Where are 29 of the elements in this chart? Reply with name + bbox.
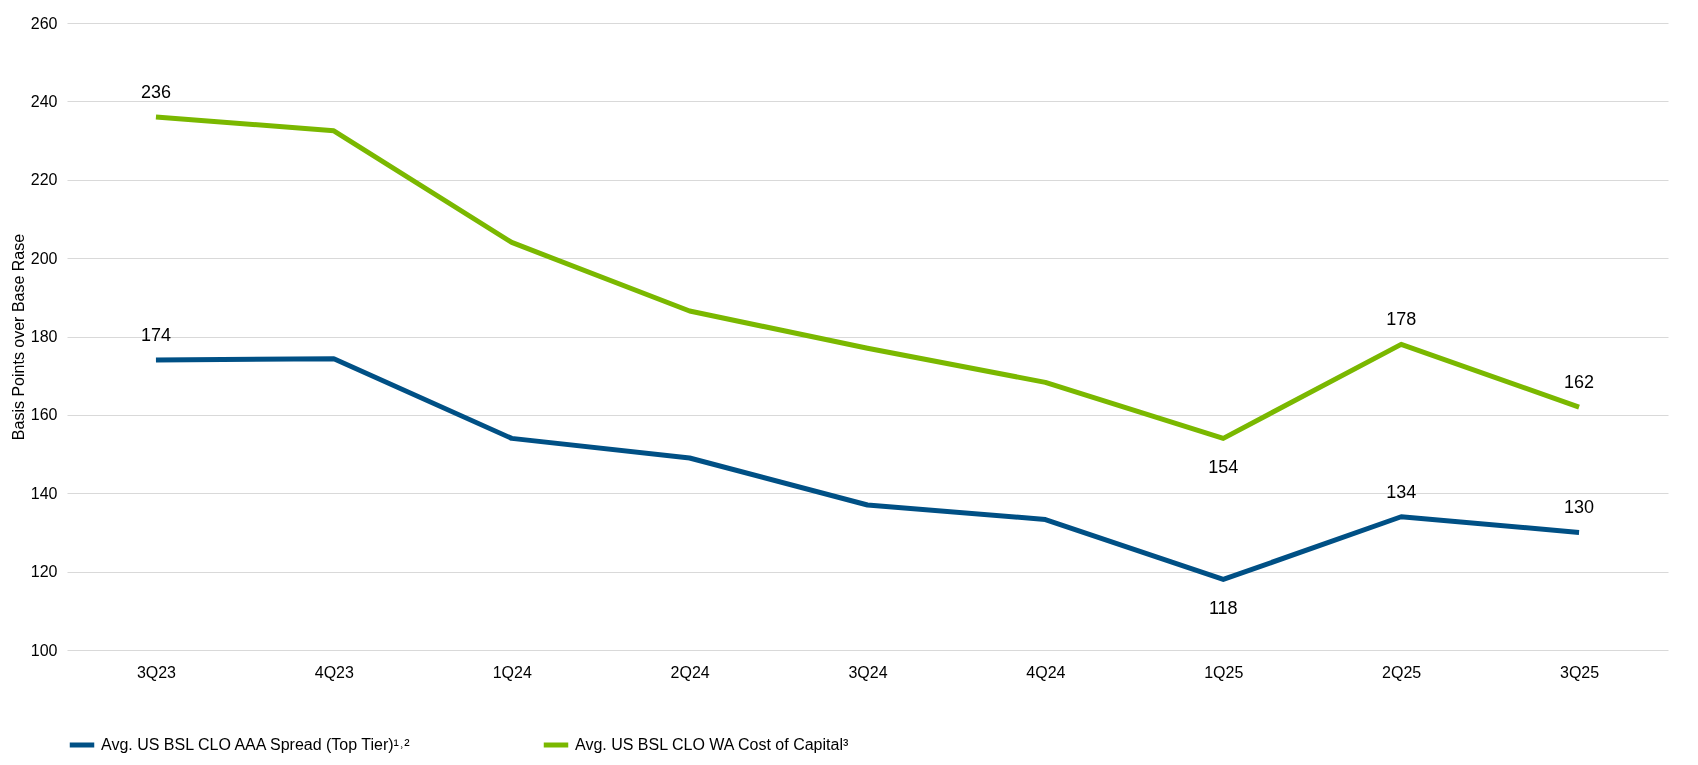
data-label: 162 (1564, 372, 1595, 393)
x-tick-label: 2Q25 (1382, 663, 1422, 681)
x-tick-label: 4Q23 (314, 663, 355, 681)
data-label: 236 (140, 82, 171, 103)
y-tick-label: 200 (30, 249, 58, 267)
y-axis-title: Basis Points over Base Rase (9, 233, 27, 441)
x-tick-label: 3Q23 (136, 663, 177, 681)
x-tick-label: 2Q24 (670, 663, 710, 681)
x-tick-label: 4Q24 (1026, 663, 1066, 681)
y-tick-label: 260 (30, 14, 58, 32)
legend-label: Avg. US BSL CLO WA Cost of Capital³ (575, 736, 849, 753)
data-label: 134 (1386, 481, 1417, 502)
legend-label: Avg. US BSL CLO AAA Spread (Top Tier)¹˒² (101, 736, 411, 753)
y-tick-label: 100 (30, 641, 58, 659)
x-tick-label: 1Q25 (1204, 663, 1244, 681)
y-tick-label: 240 (30, 92, 58, 110)
y-tick-label: 120 (30, 563, 58, 581)
data-label: 118 (1208, 598, 1238, 619)
x-tick-label: 3Q25 (1559, 663, 1600, 681)
y-tick-label: 220 (30, 171, 58, 189)
data-label: 130 (1564, 497, 1595, 518)
y-tick-label: 180 (30, 328, 58, 345)
data-label: 154 (1208, 457, 1239, 478)
y-tick-label: 140 (30, 484, 58, 502)
data-label: 178 (1386, 309, 1417, 330)
data-label: 174 (140, 325, 171, 346)
y-tick-label: 160 (30, 406, 58, 424)
x-tick-label: 3Q24 (848, 663, 888, 681)
x-tick-label: 1Q24 (492, 663, 532, 681)
